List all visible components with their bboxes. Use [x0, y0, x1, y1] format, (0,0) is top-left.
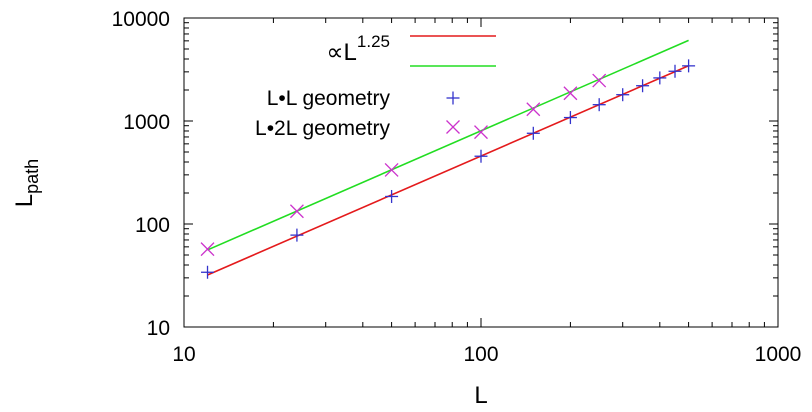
data-point — [563, 111, 577, 125]
data-point — [592, 73, 607, 88]
legend-fit-exponent: 1.25 — [357, 32, 390, 51]
cross-marker-b — [474, 125, 488, 140]
data-point — [289, 204, 304, 219]
data-point — [474, 125, 488, 140]
data-point — [200, 242, 215, 257]
fit-lines — [207, 39, 689, 276]
cross-marker-b — [200, 242, 215, 257]
x-tick-label: 10 — [172, 343, 195, 366]
x-axis-title: L — [474, 382, 487, 409]
data-markers — [200, 59, 696, 279]
legend-fit-prefix: ∝L — [326, 39, 357, 66]
data-point — [636, 79, 650, 93]
y-tick-label: 10 — [147, 317, 170, 340]
y-axis-title-main: L — [11, 194, 38, 207]
data-point — [385, 189, 399, 203]
data-point — [290, 228, 304, 242]
cross-marker-b — [526, 102, 541, 117]
data-point — [668, 64, 682, 78]
legend-sample-series-1 — [446, 91, 460, 105]
data-point — [616, 88, 630, 102]
y-axis-title-sub: path — [22, 159, 42, 194]
legend-sample-series-2 — [446, 120, 460, 134]
legend-label-series-1: L•L geometry — [267, 87, 391, 110]
legend: ∝L1.25 L•L geometry L•2L geometry — [255, 32, 496, 140]
data-point — [653, 71, 667, 85]
legend-label-series-2: L•2L geometry — [255, 117, 390, 140]
data-point — [592, 98, 606, 112]
data-point — [474, 149, 488, 163]
data-point — [201, 265, 215, 279]
x-tick-label: 100 — [463, 343, 498, 366]
data-point — [563, 86, 578, 101]
fit-line-2 — [207, 39, 689, 251]
data-point — [526, 102, 541, 117]
axis-ticks: 10 100 1000 10 100 1000 10000 — [112, 8, 802, 366]
cross-marker-b — [384, 162, 399, 177]
fit-line-1 — [207, 65, 689, 276]
cross-marker-b — [563, 86, 578, 101]
data-point — [526, 126, 540, 140]
y-tick-label: 1000 — [123, 111, 170, 134]
cross-marker-b — [592, 73, 607, 88]
y-axis-title: Lpath — [11, 159, 42, 207]
x-tick-label: 1000 — [755, 343, 802, 366]
series-2 — [200, 73, 607, 257]
y-tick-label: 10000 — [112, 8, 170, 31]
data-point — [682, 59, 696, 73]
legend-label-fit: ∝L1.25 — [326, 32, 390, 66]
data-point — [384, 162, 399, 177]
series-1 — [201, 59, 696, 279]
y-tick-label: 100 — [135, 214, 170, 237]
legend-cross-b — [446, 120, 460, 134]
cross-marker-b — [289, 204, 304, 219]
